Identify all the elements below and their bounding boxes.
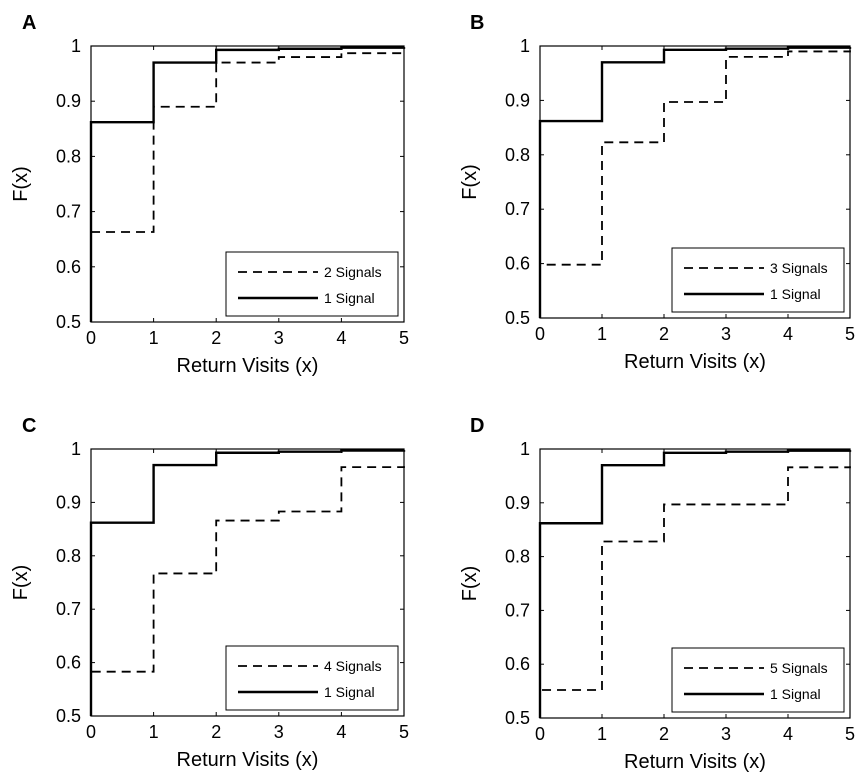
x-tick-label: 1 [149,722,159,742]
series-line-4-signals [90,466,405,716]
panel-c: C 0 1 2 3 4 5 0.5 0.6 0.7 0.8 0.9 1 Return Visits (x)… [10,415,409,771]
legend-entry: 1 Signal [324,290,375,306]
legend-entry: 2 Signals [324,264,382,280]
x-tick-label: 3 [721,324,731,344]
x-tick-label: 2 [659,324,669,344]
legend: 3 Signals 1 Signal [671,247,845,313]
panel-letter: D [470,415,484,437]
x-tick-label: 4 [336,328,346,348]
legend-box [225,645,399,711]
y-tick-label: 0.8 [56,146,81,166]
x-tick-label: 1 [597,324,607,344]
y-axis-label: F(x) [459,164,481,200]
x-tick-label: 5 [845,324,855,344]
series-line-1-signal [89,46,406,322]
y-tick-label: 0.8 [505,547,530,567]
legend-entry: 3 Signals [770,260,828,276]
y-tick-label: 1 [520,36,530,56]
panel-b: B 0 1 2 3 4 5 0.5 0.6 0.7 0.8 0.9 1 Return Visits (x)… [459,12,855,373]
y-tick-label: 1 [71,439,81,459]
x-tick-label: 4 [336,722,346,742]
y-axis-label: F(x) [459,566,481,602]
x-tick-label: 3 [721,724,731,744]
panel-letter: B [470,12,484,34]
x-tick-label: 5 [399,328,409,348]
y-tick-label: 0.8 [56,546,81,566]
y-axis-label: F(x) [10,565,32,601]
y-tick-label: 0.5 [505,708,530,728]
legend-entry: 1 Signal [770,286,821,302]
y-tick-label: 0.7 [56,599,81,619]
y-tick-label: 0.6 [56,257,81,277]
y-tick-label: 0.9 [505,493,530,513]
x-tick-label: 0 [535,724,545,744]
series-line-5-signals [539,466,851,718]
legend-entry: 1 Signal [770,686,821,702]
x-tick-label: 2 [211,328,221,348]
series-line-1-signal [89,449,406,716]
legend-box [225,251,399,317]
y-tick-label: 0.9 [505,90,530,110]
y-tick-label: 0.6 [505,654,530,674]
legend-entry: 1 Signal [324,684,375,700]
x-tick-label: 0 [86,722,96,742]
legend-box [671,647,845,713]
y-tick-label: 0.5 [505,308,530,328]
series-line-2-signals [90,51,405,322]
legend: 2 Signals 1 Signal [225,251,399,317]
x-axis-label: Return Visits (x) [177,749,319,771]
panel-a: A 0 1 2 3 4 5 0.5 0.6 0.7 0.8 0.9 1 Return Visits (x)… [10,12,409,377]
y-tick-label: 1 [520,439,530,459]
x-tick-label: 1 [149,328,159,348]
legend-entry: 5 Signals [770,660,828,676]
legend: 5 Signals 1 Signal [671,647,845,713]
panel-letter: C [22,415,36,437]
panel-letter: A [22,12,36,34]
x-tick-label: 5 [399,722,409,742]
series-line-1-signal [538,449,852,718]
y-tick-label: 0.6 [505,254,530,274]
legend-entry: 4 Signals [324,658,382,674]
x-tick-label: 3 [274,722,284,742]
y-tick-label: 0.9 [56,91,81,111]
x-tick-label: 4 [783,724,793,744]
x-axis-label: Return Visits (x) [624,351,766,373]
y-tick-label: 0.5 [56,312,81,332]
panel-d: D 0 1 2 3 4 5 0.5 0.6 0.7 0.8 0.9 1 Return Visits (x)… [459,415,855,773]
x-tick-label: 2 [211,722,221,742]
y-tick-label: 0.7 [505,600,530,620]
y-tick-label: 0.5 [56,706,81,726]
y-tick-label: 0.7 [505,199,530,219]
legend-box [671,247,845,313]
x-tick-label: 4 [783,324,793,344]
x-axis-label: Return Visits (x) [177,355,319,377]
y-tick-label: 0.6 [56,653,81,673]
y-tick-label: 0.7 [56,202,81,222]
x-tick-label: 1 [597,724,607,744]
legend: 4 Signals 1 Signal [225,645,399,711]
y-tick-label: 0.8 [505,145,530,165]
y-axis-label: F(x) [10,166,32,202]
x-tick-label: 2 [659,724,669,744]
y-tick-label: 0.9 [56,492,81,512]
x-axis-label: Return Visits (x) [624,751,766,773]
x-tick-label: 5 [845,724,855,744]
x-tick-label: 0 [535,324,545,344]
y-tick-label: 1 [71,36,81,56]
x-tick-label: 3 [274,328,284,348]
series-line-1-signal [538,46,852,318]
x-tick-label: 0 [86,328,96,348]
